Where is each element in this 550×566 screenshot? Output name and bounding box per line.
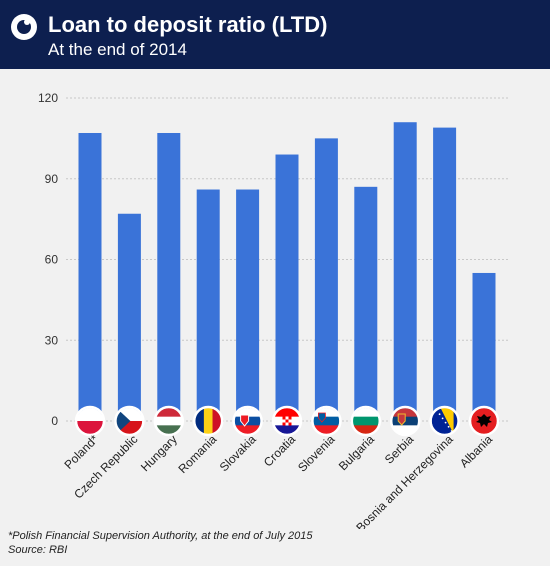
y-tick-label: 90 xyxy=(45,172,59,186)
czech-republic-flag-icon xyxy=(114,405,145,437)
bar xyxy=(78,132,102,421)
croatia-flag-icon xyxy=(271,405,303,437)
bar xyxy=(354,186,378,421)
y-tick-label: 30 xyxy=(45,333,59,347)
y-tick-label: 0 xyxy=(51,414,58,428)
bar xyxy=(472,272,496,421)
x-tick-label: Croatia xyxy=(261,432,298,469)
slovakia-flag-icon xyxy=(232,405,263,437)
x-tick-label: Serbia xyxy=(382,432,417,467)
y-tick-label: 60 xyxy=(45,253,59,267)
x-tick-label: Slovakia xyxy=(217,432,259,474)
x-tick-label: Hungary xyxy=(138,432,180,474)
albania-flag-icon xyxy=(468,405,500,437)
source-note: Source: RBI xyxy=(8,544,68,556)
serbia-flag-icon xyxy=(389,405,421,437)
hungary-flag-icon xyxy=(153,405,185,437)
bar xyxy=(314,138,338,421)
y-tick-label: 120 xyxy=(38,91,58,105)
bosnia-and-herzegovina-flag-icon xyxy=(429,405,460,437)
header-banner: Loan to deposit ratio (LTD) At the end o… xyxy=(0,0,550,69)
bar xyxy=(393,122,417,421)
bar xyxy=(196,189,220,421)
bulgaria-flag-icon xyxy=(350,405,382,437)
bar xyxy=(236,189,260,421)
bar xyxy=(157,132,181,421)
poland-flag-icon xyxy=(74,405,106,437)
x-tick-label: Bulgaria xyxy=(336,432,377,473)
chart-title: Loan to deposit ratio (LTD) xyxy=(48,12,328,37)
bar xyxy=(275,154,299,421)
x-tick-label: Poland* xyxy=(61,432,101,472)
bar xyxy=(433,127,457,421)
footnote: *Polish Financial Supervision Authority,… xyxy=(8,530,313,542)
romania-flag-icon xyxy=(192,405,224,437)
x-tick-label: Albania xyxy=(457,432,495,470)
x-tick-label: Romania xyxy=(175,432,219,476)
slovenia-flag-icon xyxy=(311,405,342,437)
chart-subtitle: At the end of 2014 xyxy=(48,40,187,59)
bar xyxy=(117,213,141,421)
logo-icon xyxy=(11,14,37,40)
x-tick-label: Slovenia xyxy=(295,432,338,475)
